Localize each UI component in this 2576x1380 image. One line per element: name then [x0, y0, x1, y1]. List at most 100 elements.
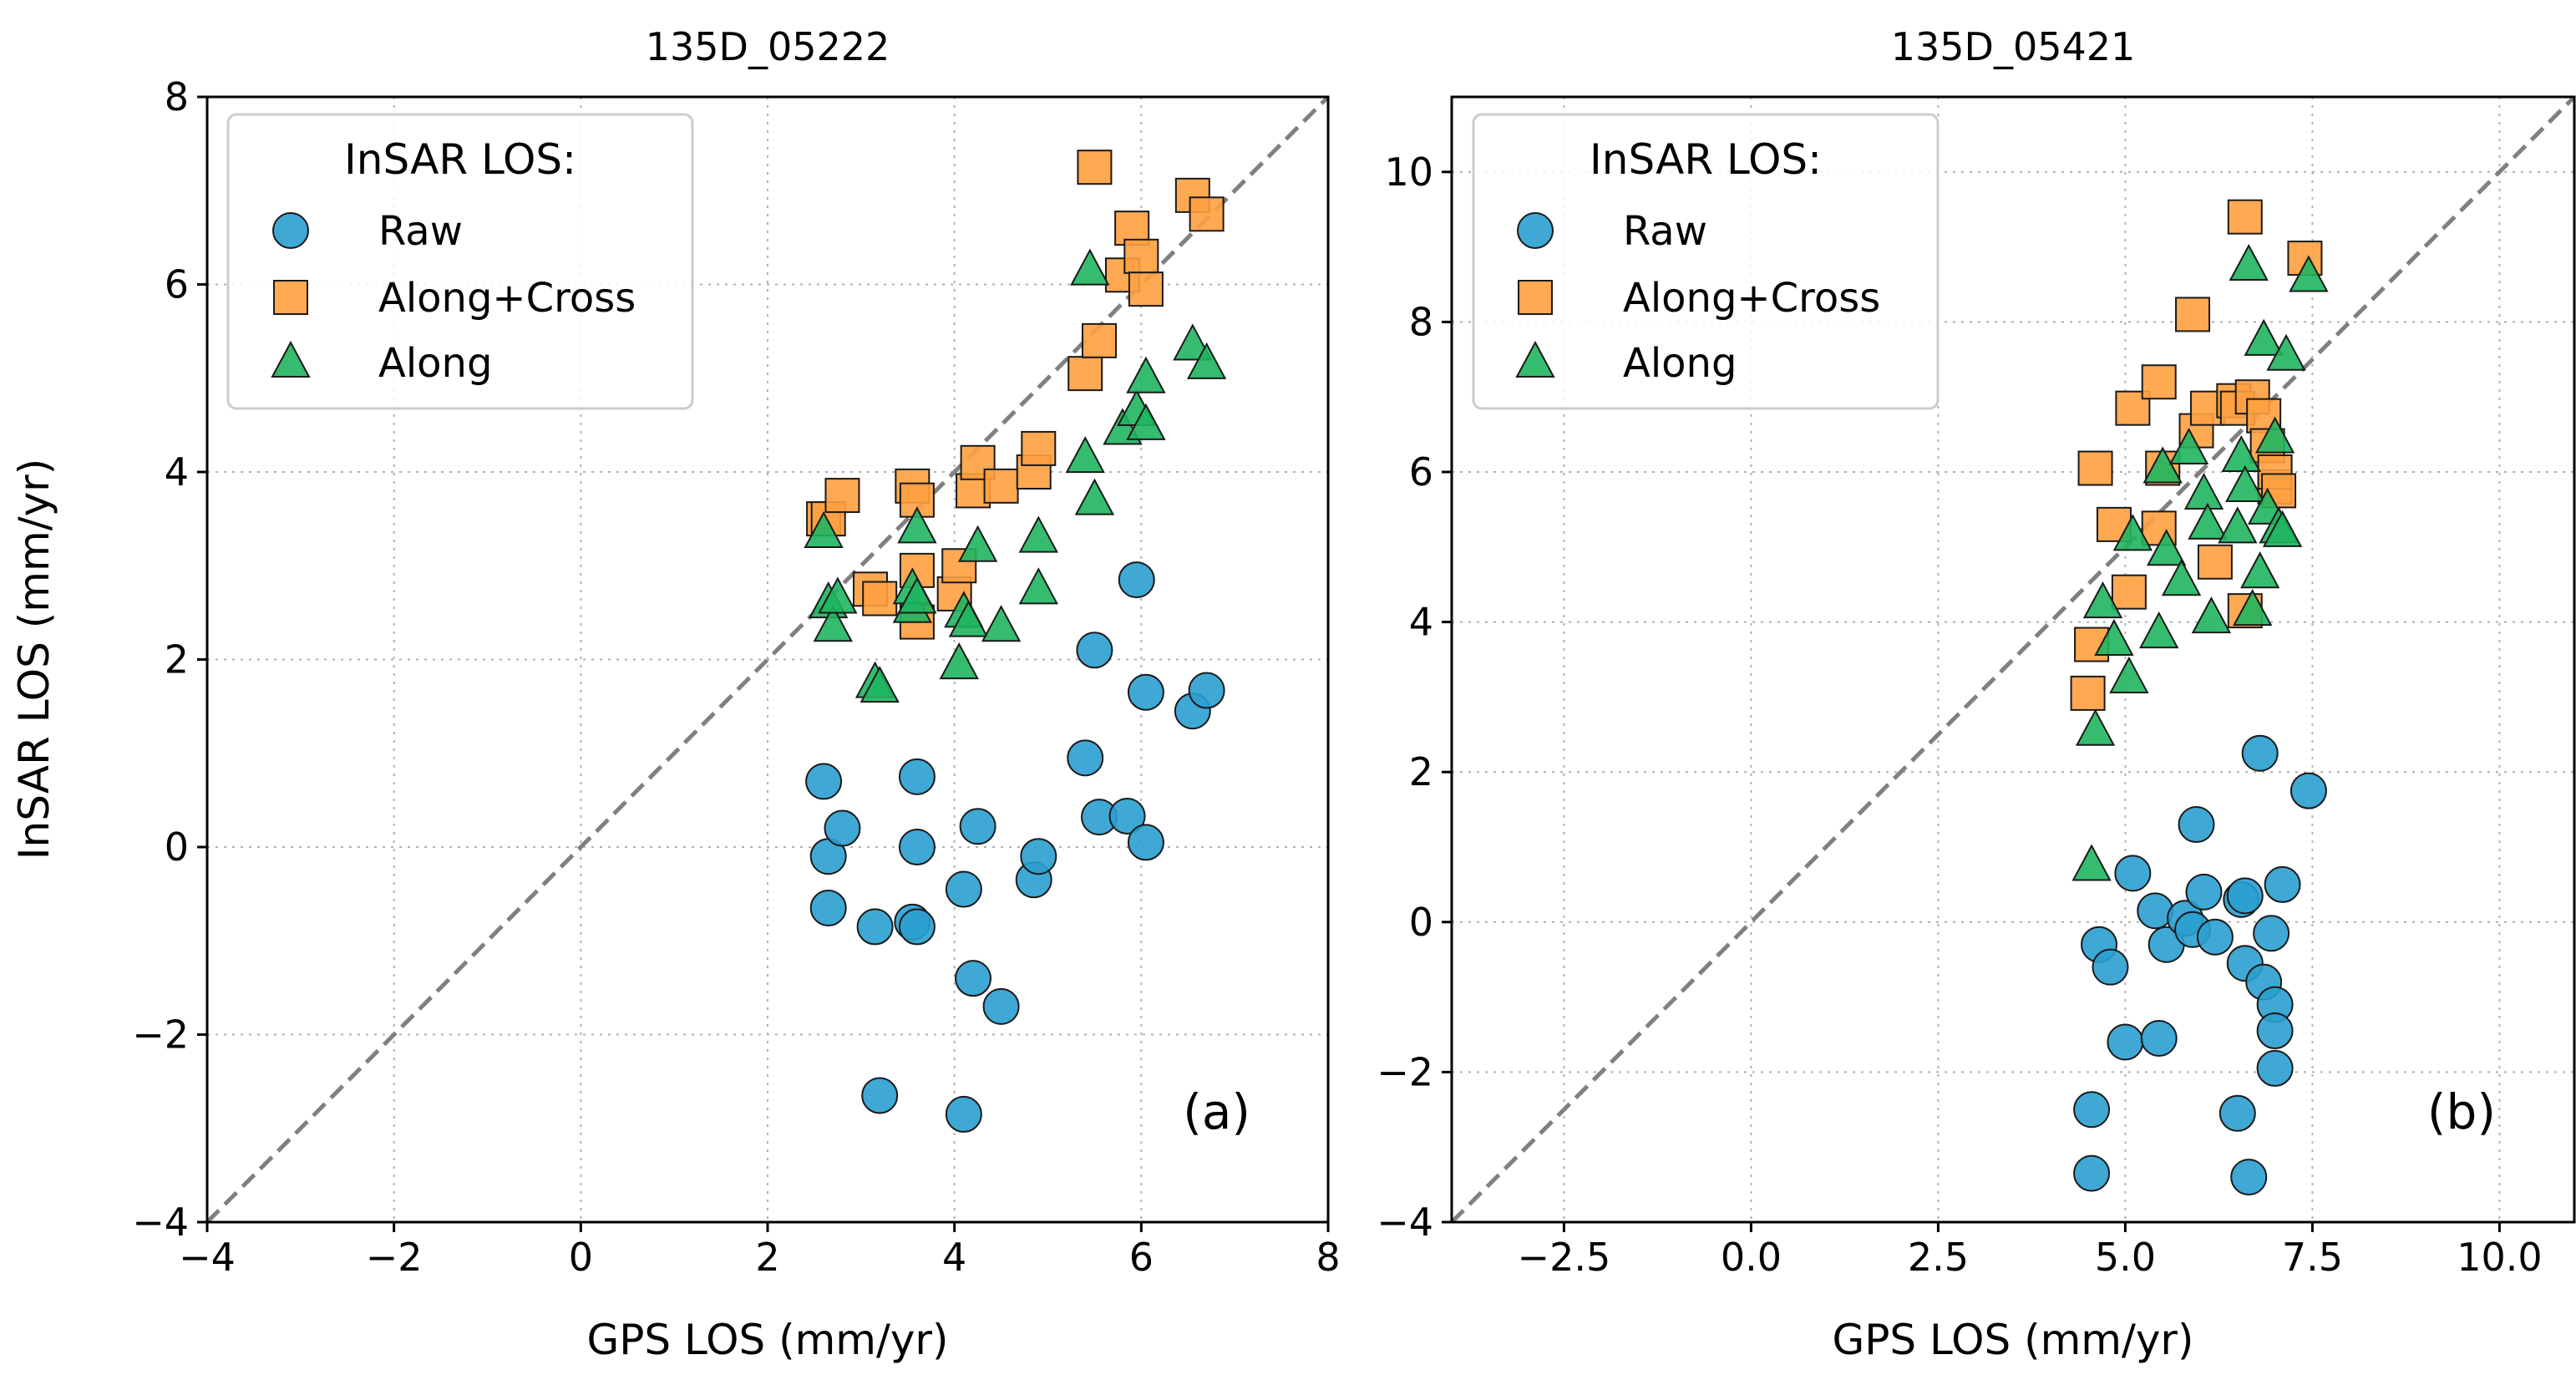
y-tick-label: 0	[165, 824, 189, 870]
data-point	[2264, 865, 2301, 903]
legend-circle-icon	[1517, 212, 1554, 249]
data-point	[2241, 734, 2279, 772]
data-point	[939, 642, 979, 680]
data-point	[2289, 255, 2329, 292]
data-point	[1018, 567, 1058, 605]
data-point	[957, 525, 998, 562]
data-point	[1067, 356, 1103, 392]
x-tick-label: −2.5	[1518, 1235, 1611, 1280]
data-point	[2094, 618, 2134, 657]
x-tick-label: 6	[1129, 1235, 1154, 1280]
data-point	[1020, 838, 1057, 875]
panel-b-xlabel: GPS LOS (mm/yr)	[1832, 1316, 2193, 1364]
y-tick-label: 0	[1409, 900, 1433, 945]
legend-entry-label: Raw	[1623, 208, 1707, 255]
data-point	[2109, 656, 2149, 693]
data-point	[2197, 544, 2233, 580]
data-point	[2092, 948, 2129, 986]
legend-entry-label: Along	[378, 340, 492, 387]
legend-entry-label: Along+Cross	[1623, 275, 1880, 322]
panel-a-label: (a)	[1183, 1083, 1250, 1140]
y-tick-label: −2	[1377, 1049, 1433, 1094]
legend-circle-icon	[272, 212, 309, 249]
data-point	[2185, 873, 2223, 911]
data-point	[2073, 1154, 2111, 1192]
data-point	[1074, 478, 1115, 515]
panel-a-reference-line	[205, 95, 1330, 1224]
panel-a-xlabel: GPS LOS (mm/yr)	[586, 1316, 948, 1364]
data-point	[2233, 589, 2273, 627]
x-tick-label: 8	[1316, 1235, 1340, 1280]
x-tick-label: 0.0	[1721, 1235, 1782, 1280]
data-point	[1076, 632, 1113, 669]
y-tick-label: 2	[1409, 749, 1433, 794]
panel-b-legend-items: Raw Along+Cross Along	[1515, 208, 1880, 387]
panel-b: 135D_05421 GPS LOS (mm/yr) −2.5 0.0 2.5 5.0…	[1377, 24, 2576, 1364]
panel-a: 135D_05222 InSAR LOS (mm/yr) GPS LOS (mm…	[10, 24, 1341, 1364]
data-point	[2244, 318, 2284, 356]
data-point	[1189, 196, 1225, 232]
panel-a-ylabel: InSAR LOS (mm/yr)	[10, 459, 58, 860]
data-point	[1173, 323, 1213, 361]
data-point	[2071, 844, 2112, 881]
data-point	[2227, 199, 2263, 235]
data-point	[2289, 772, 2327, 809]
data-point	[804, 510, 844, 548]
data-point	[948, 600, 989, 637]
data-point	[2073, 1091, 2111, 1129]
data-point	[2141, 510, 2177, 546]
data-point	[2253, 915, 2290, 952]
data-point	[2112, 514, 2153, 551]
data-point	[897, 506, 937, 544]
data-point	[1186, 342, 1227, 379]
y-tick-label: 10	[1384, 150, 1433, 195]
data-point	[2107, 1023, 2144, 1061]
legend-square-icon	[273, 280, 308, 315]
data-point	[959, 808, 996, 845]
data-point	[860, 666, 900, 703]
data-point	[2141, 364, 2177, 400]
data-point	[2262, 510, 2303, 547]
data-point	[856, 908, 894, 946]
data-point	[2219, 1094, 2256, 1132]
panel-a-legend-box	[226, 113, 694, 410]
y-tick-label: 2	[165, 637, 189, 682]
data-point	[2188, 502, 2228, 540]
data-point	[1065, 436, 1105, 474]
data-point	[945, 870, 982, 908]
y-tick-label: −4	[132, 1200, 189, 1245]
data-point	[1070, 248, 1110, 286]
x-tick-label: −2	[366, 1235, 423, 1280]
data-point	[1126, 356, 1166, 393]
data-point	[2196, 918, 2234, 956]
x-tick-label: 2	[755, 1235, 779, 1280]
panel-b-frame	[1450, 95, 2576, 1224]
data-point	[897, 576, 937, 614]
panel-a-plot-area: −4 −2 0 2 4 6 8 −4 −2 0 2 4 6 8	[132, 74, 1340, 1280]
data-point	[1118, 561, 1155, 599]
y-tick-label: −2	[132, 1012, 189, 1058]
panel-b-legend-title: InSAR LOS:	[1590, 135, 1822, 184]
legend-triangle-icon	[1515, 340, 1555, 378]
y-tick-label: 6	[165, 262, 189, 307]
panel-b-reference-line	[1450, 95, 2576, 1224]
data-point	[945, 1095, 982, 1133]
data-point	[2082, 581, 2123, 619]
data-point	[1127, 824, 1164, 861]
data-point	[2168, 427, 2209, 465]
panel-a-legend-title: InSAR LOS:	[344, 135, 576, 184]
data-point	[2229, 243, 2269, 282]
x-tick-label: −4	[179, 1235, 236, 1280]
data-point	[1082, 322, 1118, 358]
data-point	[2191, 596, 2232, 634]
data-point	[2221, 434, 2261, 473]
data-point	[824, 809, 861, 847]
data-point	[2075, 708, 2116, 746]
y-tick-label: 8	[165, 74, 189, 119]
data-point	[1021, 430, 1057, 466]
data-point	[981, 605, 1022, 642]
data-point	[813, 605, 853, 642]
data-point	[2225, 464, 2265, 502]
data-point	[2256, 1049, 2294, 1087]
panel-a-legend: InSAR LOS: Raw Along+Cross Along	[226, 113, 694, 410]
